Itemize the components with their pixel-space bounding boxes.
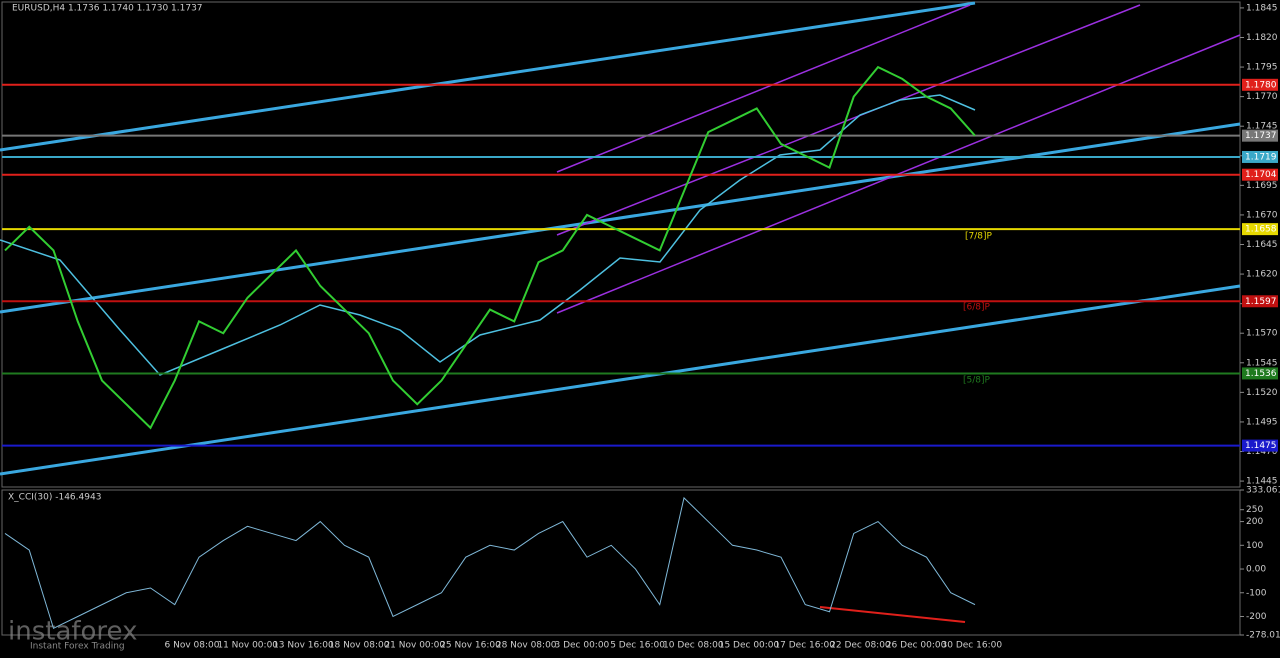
cci-tick-label: 200 [1246,517,1263,527]
y-tick-label: 1.1445 [1246,477,1278,487]
level-box [1242,295,1278,308]
cci-tick-label: -278.013 [1246,631,1280,641]
cci-tick-label: 100 [1246,541,1263,551]
y-tick-label: 1.1695 [1246,181,1278,191]
level-label: 1.1780 [1245,80,1277,90]
date-label: 3 Dec 00:00 [554,641,609,651]
level-box [1242,168,1278,181]
y-tick-label: 1.1670 [1246,210,1278,220]
level-label: 1.1536 [1245,369,1277,379]
level-label: 1.1658 [1245,225,1277,235]
y-tick-label: 1.1795 [1246,63,1278,73]
watermark: instaforex [8,617,137,647]
level-box [1242,129,1278,142]
date-label: 13 Nov 16:00 [273,641,334,651]
cci-line [4,496,976,630]
date-label: 22 Dec 08:00 [830,641,891,651]
date-label: 5 Dec 16:00 [610,641,665,651]
date-label: 25 Nov 16:00 [440,641,501,651]
y-tick-label: 1.1820 [1246,33,1278,43]
level-box [1242,78,1278,91]
y-tick-label: 1.1745 [1246,122,1278,132]
y-tick-label: 1.1620 [1246,270,1278,280]
level-box [1242,223,1278,236]
date-label: 28 Nov 08:00 [496,641,557,651]
date-label: 17 Dec 16:00 [774,641,835,651]
level-box [1242,150,1278,163]
date-label: 18 Nov 08:00 [329,641,390,651]
moving-average [0,94,976,376]
y-tick-label: 1.1770 [1246,92,1278,102]
murray-label: [7/8]P [965,232,993,242]
murray-label: [5/8]P [963,376,991,386]
level-box [1242,439,1278,452]
date-label: 11 Nov 00:00 [217,641,278,651]
y-tick-label: 1.1645 [1246,240,1278,250]
y-tick-label: 1.1845 [1246,3,1278,13]
cci-title: X_CCI(30) -146.4943 [8,493,101,503]
price-line [4,65,976,430]
murray-label: [6/8]P [963,303,991,313]
cci-tick-label: -100 [1246,588,1267,598]
date-label: 15 Dec 00:00 [719,641,780,651]
cci-tick-label: 333.061 [1246,486,1280,496]
date-label: 6 Nov 08:00 [165,641,220,651]
y-tick-label: 1.1495 [1246,417,1278,427]
y-tick-label: 1.1470 [1246,447,1278,457]
level-box [1242,367,1278,380]
cci-tick-label: 0.00 [1246,565,1266,575]
cci-tick-label: -200 [1246,612,1267,622]
watermark-tagline: Instant Forex Trading [30,642,125,652]
level-label: 1.1704 [1245,170,1277,180]
level-label: 1.1475 [1245,441,1277,451]
date-label: 10 Dec 08:00 [663,641,724,651]
level-label: 1.1719 [1245,152,1277,162]
y-tick-label: 1.1570 [1246,329,1278,339]
channel [0,1,1241,476]
cci-tick-label: 250 [1246,505,1263,515]
cci-panel [1,489,1241,636]
level-label: 1.1597 [1245,297,1277,307]
divergence-line [819,606,966,623]
main-panel [1,1,1241,488]
date-label: 21 Nov 00:00 [384,641,445,651]
date-label: 26 Dec 00:00 [886,641,947,651]
symbol-header: EURUSD,H4 1.1736 1.1740 1.1730 1.1737 [12,4,203,14]
y-tick-label: 1.1520 [1246,388,1278,398]
level-label: 1.1737 [1245,131,1277,141]
y-tick-label: 1.1545 [1246,358,1278,368]
date-label: 30 Dec 16:00 [942,641,1003,651]
